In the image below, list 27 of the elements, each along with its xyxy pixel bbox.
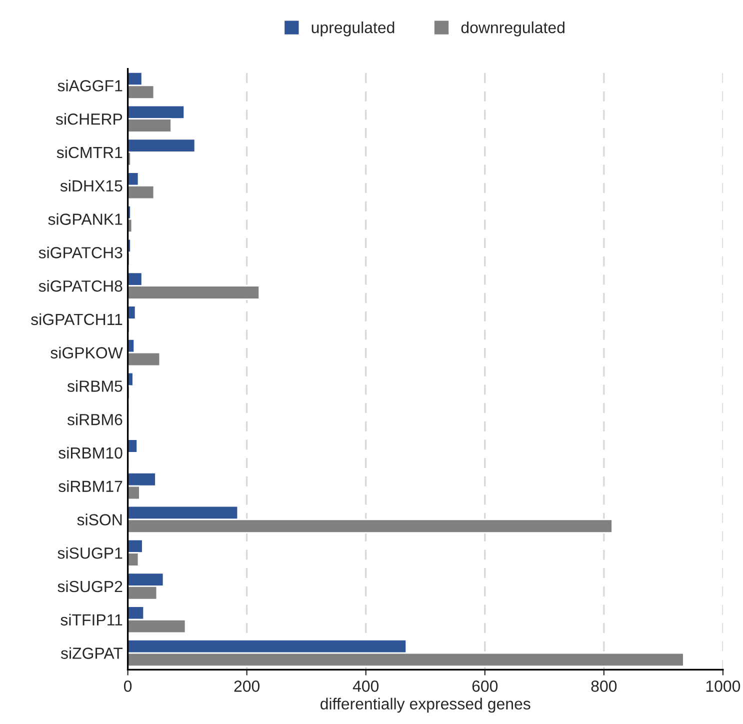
- y-tick-label: siRBM17: [58, 480, 122, 492]
- y-tick-label: siGPATCH8: [38, 280, 122, 292]
- y-tick-label: siGPATCH3: [38, 246, 122, 258]
- legend-label: upregulated: [312, 21, 394, 36]
- y-tick-label: siAGGF1: [58, 80, 122, 92]
- x-tick-label: 0: [124, 680, 132, 692]
- y-tick-label: siCMTR1: [56, 146, 122, 158]
- y-tick-label: siRBM5: [67, 380, 122, 392]
- y-tick-label: siRBM10: [58, 446, 122, 459]
- x-tick-label: 400: [352, 680, 379, 692]
- x-axis-title: differentially expressed genes: [320, 698, 530, 713]
- y-tick-label: siRBM6: [67, 414, 122, 426]
- x-tick-label: 600: [472, 680, 498, 692]
- y-tick-label: siDHX15: [60, 180, 122, 192]
- x-tick-label: 200: [234, 680, 260, 692]
- y-tick-label: siCHERP: [56, 113, 122, 125]
- legend-label: downregulated: [461, 21, 564, 36]
- y-tick-label: siSUGP1: [58, 547, 122, 559]
- y-tick-label: siGPKOW: [50, 346, 123, 358]
- y-tick-label: siGPATCH11: [31, 313, 122, 326]
- y-tick-label: siSUGP2: [58, 580, 122, 592]
- y-tick-label: siZGPAT: [60, 647, 123, 659]
- y-tick-label: siSON: [77, 514, 122, 526]
- x-tick-label: 1000: [706, 680, 740, 692]
- x-tick-label: 800: [591, 680, 617, 692]
- y-tick-label: siGPANK1: [48, 213, 122, 225]
- y-tick-label: siTFIP11: [60, 614, 122, 626]
